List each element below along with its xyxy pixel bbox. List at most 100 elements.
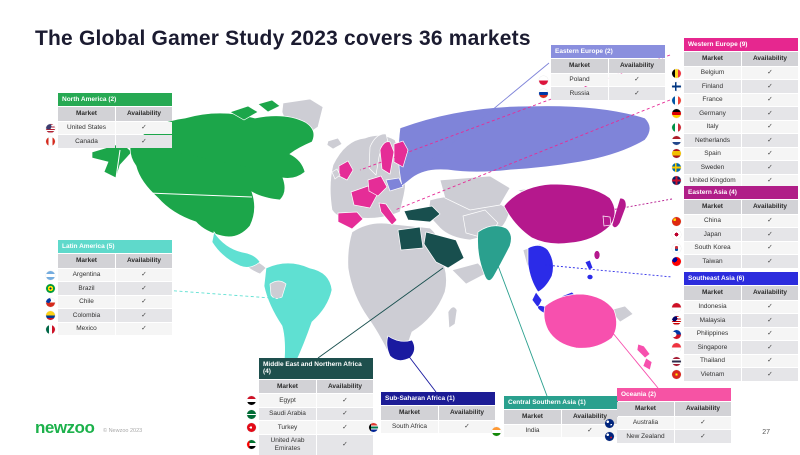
map-region-poland [385, 177, 404, 192]
market-column-header: Market [504, 410, 561, 424]
flag-cell [670, 134, 683, 146]
sg-flag-icon [672, 343, 681, 353]
market-name: Australia [617, 416, 674, 430]
market-name: Malaysia [684, 314, 741, 327]
region-table-latin_america: Latin America (5) Market Availability Argen… [44, 240, 172, 336]
flag-cell [44, 269, 57, 281]
availability-check: ✓ [116, 121, 172, 135]
flag-cell [603, 417, 616, 429]
flag-column-spacer [367, 406, 380, 419]
cl-flag-icon [46, 297, 55, 307]
availability-check: ✓ [317, 394, 373, 407]
market-column-header: Market [684, 52, 741, 66]
newzoo-logo: newzoo [35, 418, 95, 437]
availability-check: ✓ [609, 73, 665, 87]
map-region-china [503, 183, 616, 245]
flag-column-spacer [44, 254, 57, 267]
region-label: Eastern Asia (4) [684, 186, 798, 200]
gb-flag-icon [672, 176, 681, 186]
market-name: United Arab Emirates [259, 434, 316, 455]
market-name: Sweden [684, 161, 741, 174]
flag-cell [245, 394, 258, 406]
vn-flag-icon [672, 370, 681, 380]
market-name: China [684, 214, 741, 228]
availability-check: ✓ [675, 416, 731, 430]
map-region-south-korea [602, 215, 612, 227]
map-peru [269, 280, 287, 299]
map-region-mexico [211, 231, 261, 268]
market-name: South Africa [381, 420, 438, 434]
market-name: Argentina [58, 268, 115, 282]
page-title: The Global Gamer Study 2023 covers 36 ma… [35, 27, 531, 50]
map-iceland [326, 137, 343, 150]
market-name: United States [58, 121, 115, 135]
market-name: South Korea [684, 241, 741, 255]
map-region-south-america [263, 262, 333, 371]
availability-check: ✓ [742, 93, 798, 107]
flag-cell [670, 301, 683, 313]
flag-cell [670, 242, 683, 254]
nz-flag-icon [605, 432, 614, 442]
flag-cell [537, 87, 550, 99]
availability-check: ✓ [742, 174, 798, 188]
availability-column-header: Availability [742, 286, 798, 300]
market-name: Singapore [684, 341, 741, 354]
ph-flag-icon [672, 329, 681, 339]
flag-cell [670, 148, 683, 160]
flag-cell [670, 121, 683, 133]
availability-check: ✓ [675, 430, 731, 443]
market-name: Belgium [684, 66, 741, 80]
flag-cell [670, 328, 683, 340]
market-name: Colombia [58, 309, 115, 322]
market-column-header: Market [684, 286, 741, 300]
jp-flag-icon [672, 230, 681, 240]
market-name: France [684, 93, 741, 107]
flag-cell [44, 323, 57, 335]
map-new-guinea [609, 305, 634, 323]
fr-flag-icon [672, 95, 681, 105]
flag-cell [245, 421, 258, 433]
market-column-header: Market [58, 107, 115, 121]
map-africa [347, 222, 447, 358]
market-name: Turkey [259, 421, 316, 434]
market-name: Canada [58, 135, 115, 148]
map-region-australia [543, 293, 617, 349]
availability-check: ✓ [742, 368, 798, 381]
market-name: Indonesia [684, 300, 741, 314]
availability-check: ✓ [317, 434, 373, 455]
market-name: Thailand [684, 354, 741, 368]
availability-check: ✓ [116, 322, 172, 336]
ar-flag-icon [46, 270, 55, 280]
availability-column-header: Availability [742, 200, 798, 214]
market-name: Mexico [58, 322, 115, 336]
region-table-central_southern_asia: Central Southern Asia (1) Market Availabil… [490, 396, 618, 438]
availability-check: ✓ [317, 421, 373, 434]
market-name: Philippines [684, 327, 741, 341]
us-flag-icon [46, 123, 55, 133]
ca-flag-icon [46, 137, 55, 147]
availability-check: ✓ [742, 147, 798, 161]
availability-column-header: Availability [439, 406, 495, 420]
id-flag-icon [672, 302, 681, 312]
market-name: Chile [58, 295, 115, 309]
connector-latin-america [162, 289, 299, 301]
map-region-russia [398, 105, 651, 187]
flag-cell [367, 421, 380, 433]
flag-cell [44, 296, 57, 308]
map-region-saudi-arabia [423, 231, 465, 269]
map-region-italy [378, 202, 398, 226]
market-name: United Kingdom [684, 174, 741, 188]
flag-cell [44, 122, 57, 134]
kr-flag-icon [672, 243, 681, 253]
mx-flag-icon [46, 324, 55, 334]
availability-check: ✓ [742, 80, 798, 93]
region-table-oceania: Oceania (2) Market Availability Australia ✓ N… [603, 388, 731, 443]
map-region-japan [611, 197, 627, 228]
market-column-header: Market [551, 59, 608, 73]
availability-check: ✓ [116, 295, 172, 309]
region-table-western_europe: Western Europe (9) Market Availability Belg… [670, 38, 798, 188]
connector-central-southern-asia [496, 262, 548, 397]
market-name: Saudi Arabia [259, 407, 316, 421]
connector-southeast-asia [544, 264, 673, 278]
